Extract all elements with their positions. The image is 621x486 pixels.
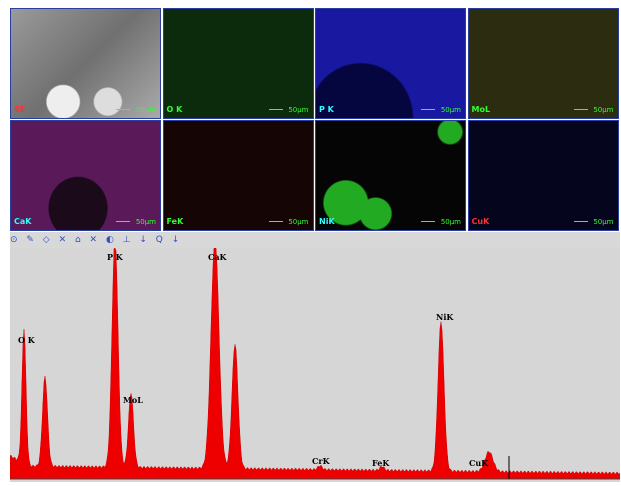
scale-label: 50µm <box>135 218 156 226</box>
element-map: FeK 50µm <box>162 120 314 231</box>
scale-label: 50µm <box>440 218 461 226</box>
peak-label: MoL <box>123 395 143 405</box>
scale-bar <box>421 109 435 110</box>
scale-bar <box>573 109 588 110</box>
scale-bar <box>268 109 283 110</box>
peak-label: CaK <box>208 252 228 262</box>
scale-bar <box>116 109 130 110</box>
scale-label: 50µm <box>288 106 309 114</box>
element-map: CuK 50µm <box>467 120 619 231</box>
element-map: O K 50µm <box>162 8 314 119</box>
scale-label: 50µm <box>288 218 309 226</box>
peak-label: P K <box>107 252 124 262</box>
element-map: P K 50µm <box>315 8 466 119</box>
element-map: MoL 50µm <box>467 8 619 119</box>
toolbar: ⊙ ✎ ◇ ✕ ⌂ ✕ ◐ ⊥ ↓ Q ↓ <box>10 232 620 249</box>
spectrum-trace <box>10 248 620 480</box>
map-label: CuK <box>471 217 490 226</box>
scale-bar <box>421 221 435 222</box>
peak-label: CuK <box>469 458 489 468</box>
scale-label: 50µm <box>440 106 461 114</box>
map-label: P K <box>319 105 334 114</box>
map-label: CaK <box>14 217 32 226</box>
map-label: FeK <box>166 217 184 226</box>
scale-bar <box>573 221 588 222</box>
scale-bar <box>116 221 130 222</box>
scale-label: 50µm <box>593 106 614 114</box>
element-map: CaK 50µm <box>10 120 161 231</box>
peak-label: NiK <box>436 312 454 322</box>
scale-label: 50µm <box>135 106 156 114</box>
map-label: NiK <box>319 217 335 226</box>
element-map: NiK 50µm <box>315 120 466 231</box>
map-label: O K <box>166 105 183 114</box>
peak-label: CrK <box>312 456 331 466</box>
peak-label: O K <box>18 335 36 345</box>
map-label: MoL <box>471 105 491 114</box>
spectrum-bg <box>10 248 620 482</box>
scale-label: 50µm <box>593 218 614 226</box>
map-label: SE <box>14 105 26 114</box>
peak-label: FeK <box>372 458 390 468</box>
scale-bar <box>268 221 283 222</box>
element-map: SE 50µm <box>10 8 161 119</box>
spectrum: O K P K MoL CaK CrK FeK NiK CuK <box>10 248 620 482</box>
